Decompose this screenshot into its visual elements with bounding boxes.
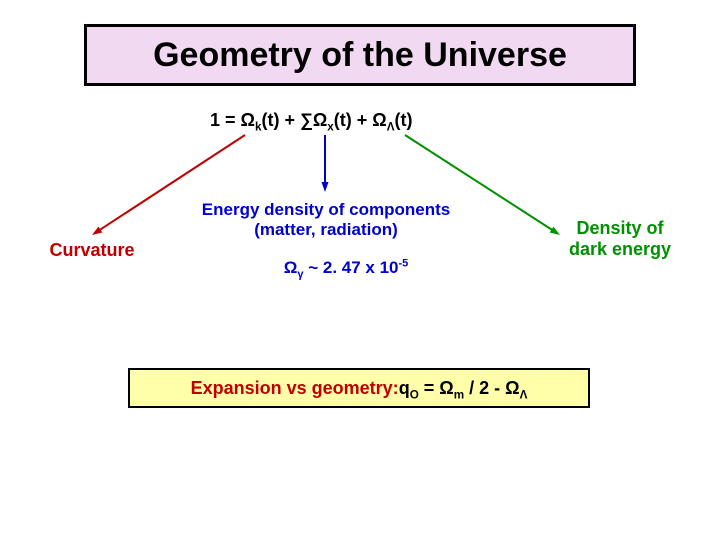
label-components: Energy density of components (matter, ra… xyxy=(176,200,476,239)
bottom-box: Expansion vs geometry: qO = Ωm / 2 - ΩΛ xyxy=(128,368,590,408)
bottom-eq: qO = Ωm / 2 - ΩΛ xyxy=(399,378,528,399)
label-gamma: Ωγ ~ 2. 47 x 10-5 xyxy=(246,258,446,278)
title-box: Geometry of the Universe xyxy=(84,24,636,86)
slide-root: Geometry of the Universe 1 = Ωk(t) + ∑Ωx… xyxy=(0,0,720,540)
label-darkenergy: Density of dark energy xyxy=(540,218,700,259)
title-text: Geometry of the Universe xyxy=(153,36,567,75)
label-curvature: Curvature xyxy=(30,240,154,261)
main-equation: 1 = Ωk(t) + ∑Ωx(t) + ΩΛ(t) xyxy=(210,110,412,131)
bottom-label: Expansion vs geometry: xyxy=(191,378,399,399)
